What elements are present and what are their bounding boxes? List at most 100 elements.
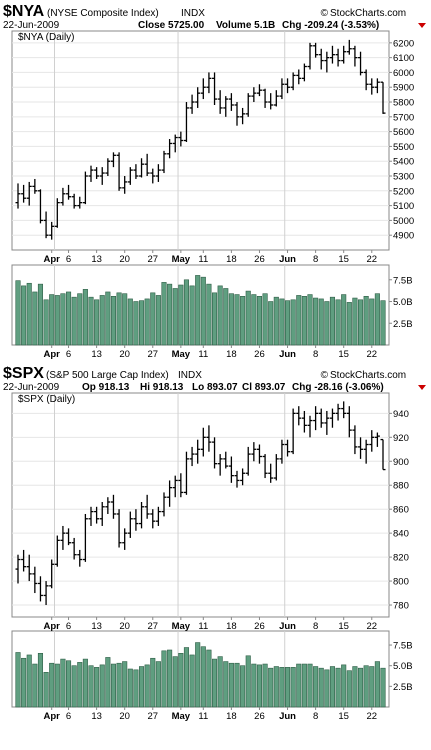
spx-ohlc-bar (217, 454, 223, 476)
nya-vtick-label: 7.5B (393, 275, 413, 286)
nya-ohlc-bar (228, 93, 234, 111)
nya-volume-bar (307, 294, 313, 346)
nya-volume-bar (273, 296, 279, 346)
nya-ytick-label: 5200 (393, 186, 414, 197)
nya-ohlc-bar (313, 42, 319, 58)
nya-xtick-label: 8 (313, 349, 318, 360)
nya-stat-change: Chg -209.24 (-3.53%) (282, 20, 379, 31)
spx-ohlc-bar (206, 425, 212, 452)
nya-ohlc-bar (268, 93, 274, 110)
nya-volume-bar (279, 298, 285, 346)
nya-volume-bar (133, 301, 139, 346)
spx-volume-bar (273, 666, 279, 708)
nya-xtick-label: 27 (147, 349, 158, 360)
spx-volume-bar (262, 663, 268, 708)
spx-volume-bar (206, 649, 212, 708)
spx-volume-bar (21, 657, 27, 708)
nya-ohlc-bar (150, 168, 156, 184)
nya-volume-bar (138, 300, 145, 346)
spx-volume-bar (380, 667, 386, 708)
spx-volume-bar (245, 655, 251, 708)
nya-ohlc-bar (66, 184, 72, 200)
spx-volume-bar (352, 666, 358, 708)
spx-ohlc-bar (212, 437, 218, 469)
spx-xtick-label: Jun (279, 621, 296, 632)
spx-ohlc-bar (329, 408, 335, 428)
nya-ytick-label: 6200 (393, 38, 414, 49)
nya-volume-bar (167, 283, 173, 346)
spx-ohlc-bar (273, 454, 279, 481)
spx-volume-bar (116, 662, 122, 708)
nya-volume-bar (60, 293, 66, 346)
nya-ohlc-bar (279, 78, 285, 100)
nya-ytick-label: 5600 (393, 127, 414, 138)
nya-index-name: (NYSE Composite Index) (47, 8, 159, 19)
spx-volume-bar (268, 667, 274, 708)
nya-volume-bar (296, 295, 302, 346)
nya-ohlc-bar (172, 134, 178, 153)
nya-volume-bar (43, 299, 49, 346)
spx-xtick-label: May (172, 621, 191, 632)
spx-ohlc-bar (251, 442, 257, 462)
spx-ohlc-bar (307, 415, 313, 438)
spx-stat-close: Cl 893.07 (242, 382, 286, 393)
nya-volume-bar (245, 290, 251, 346)
nya-xtick-label: 26 (254, 349, 265, 360)
spx-ohlc-bar (369, 430, 375, 452)
nya-xtick-label: May (172, 349, 191, 360)
spx-ohlc-bar (127, 511, 133, 538)
nya-volume-bar (324, 301, 330, 346)
nya-volume-bar (127, 298, 133, 346)
nya-xtick-label: 18 (226, 349, 237, 360)
nya-ohlc-bar (144, 153, 150, 177)
nya-price-frame (11, 30, 390, 251)
spx-xtick-label: 6 (66, 621, 71, 632)
nya-volume-bar (189, 285, 195, 346)
nya-ohlc-bar (99, 167, 105, 185)
spx-xtick-label: 27 (147, 621, 158, 632)
nya-vtick-label: 2.5B (393, 319, 413, 330)
nya-volume-bar (172, 288, 178, 346)
spx-xtick-label: 20 (119, 621, 130, 632)
nya-volume-bar (363, 296, 369, 346)
spx-ohlc-bar (66, 528, 72, 546)
nya-ohlc-bar (161, 150, 167, 174)
nya-volume-bar (116, 292, 122, 346)
nya-volume-bar (26, 282, 32, 346)
nya-volume-bar (21, 285, 27, 346)
spx-volume-bar (32, 663, 38, 708)
nya-ytick-label: 6000 (393, 68, 414, 79)
nya-ohlc-bar (307, 42, 313, 70)
nya-xtick-label: Apr (44, 254, 61, 265)
nya-volume-bar (206, 283, 212, 346)
nya-xtick-label: 22 (366, 254, 377, 265)
nya-ytick-label: 5400 (393, 157, 414, 168)
spx-volume-bar (43, 672, 49, 708)
spx-brand-symbol: © (321, 370, 329, 381)
spx-volume-bar (251, 663, 257, 708)
spx-volume-bar (49, 662, 55, 708)
nya-ohlc-bar (374, 78, 380, 94)
nya-volume-bar (15, 280, 21, 346)
nya-ohlc-bar (301, 63, 307, 82)
spx-ohlc-bar (285, 439, 291, 457)
nya-xtick-label: 26 (254, 254, 265, 265)
spx-ohlc-bar (99, 502, 105, 526)
spx-xtick-label: 26 (254, 621, 265, 632)
spx-volume-bar (127, 668, 133, 708)
nya-xtick-label: 20 (119, 349, 130, 360)
nya-volume-bar (341, 294, 347, 346)
nya-volume-bar (268, 301, 274, 346)
nya-volume-bar (122, 293, 128, 346)
nya-volume-bar (178, 284, 184, 346)
spx-xtick-label: 13 (91, 711, 102, 722)
spx-ohlc-bar (363, 439, 369, 464)
nya-xtick-label: 6 (66, 254, 71, 265)
nya-xtick-label: 20 (119, 254, 130, 265)
nya-volume-bar (380, 300, 386, 346)
spx-volume-bar (15, 652, 21, 708)
spx-xtick-label: 6 (66, 711, 71, 722)
spx-ohlc-bar (49, 559, 55, 589)
spx-ytick-label: 820 (393, 553, 409, 564)
spx-volume-bar (195, 642, 201, 708)
